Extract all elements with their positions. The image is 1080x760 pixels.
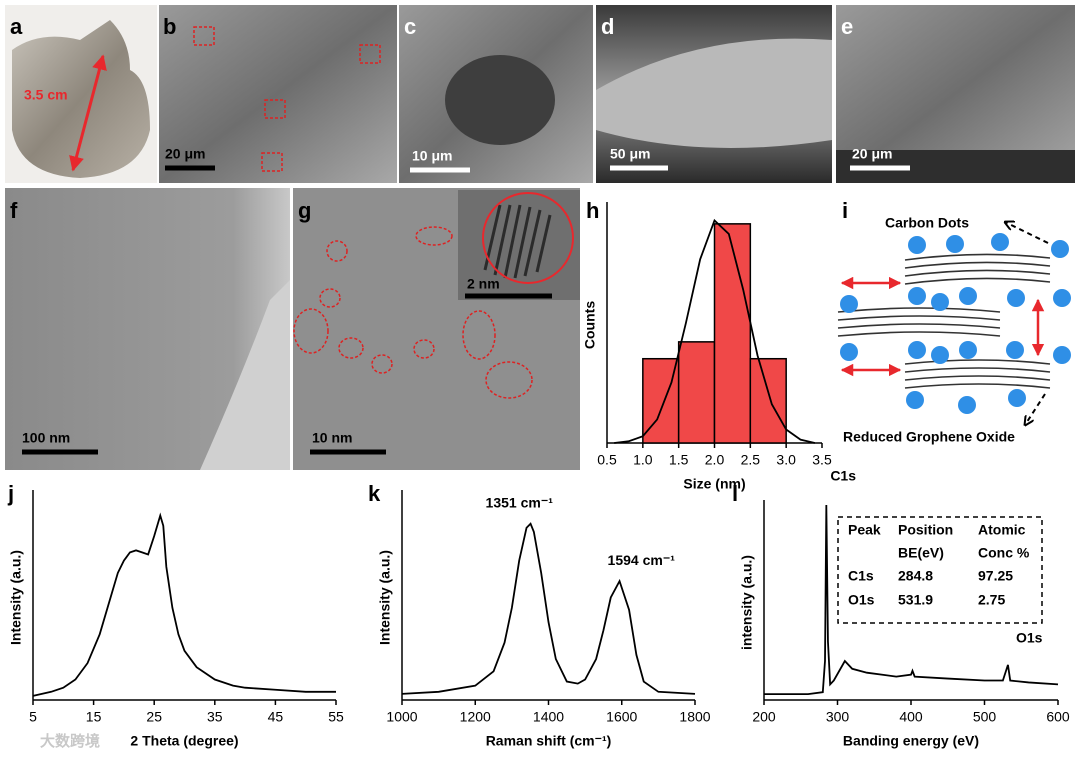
- bar: [749, 357, 787, 444]
- x-axis-label: 2 Theta (degree): [130, 733, 238, 749]
- graphene-layers: [837, 253, 1051, 389]
- panel-letter: a: [10, 14, 23, 39]
- x-axis-label: Size (nm): [683, 476, 745, 492]
- bar: [713, 223, 752, 444]
- y-axis-label: Intensity (a.u.): [377, 550, 393, 645]
- carbon-dots: [840, 233, 1071, 414]
- table-cell: 531.9: [898, 592, 933, 608]
- panel-letter: b: [163, 14, 176, 39]
- scale-label: 10 nm: [312, 430, 352, 446]
- table-cell: 2.75: [978, 592, 1005, 608]
- scale-label: 20 μm: [165, 146, 205, 162]
- sem-pore: [445, 55, 555, 145]
- scale-label: 3.5 cm: [24, 87, 68, 103]
- x-axis-label: Raman shift (cm⁻¹): [486, 733, 612, 749]
- x-tick-label: 45: [268, 709, 284, 725]
- peak-label: C1s: [830, 468, 856, 484]
- x-tick-label: 3.5: [812, 452, 832, 468]
- panel-letter: l: [732, 481, 738, 506]
- x-tick-label: 25: [146, 709, 162, 725]
- spectrum-line: [32, 512, 336, 697]
- x-tick-label: 15: [86, 709, 102, 725]
- x-tick-label: 55: [328, 709, 344, 725]
- scale-label: 100 nm: [22, 430, 70, 446]
- tem-background: [200, 280, 290, 470]
- pointer-arrow: [1005, 222, 1049, 244]
- panel-letter: h: [586, 198, 599, 223]
- panel-letter: i: [842, 198, 848, 223]
- x-tick-label: 1400: [533, 709, 564, 725]
- table-header: Peak: [848, 522, 881, 538]
- x-tick-label: 300: [826, 709, 850, 725]
- x-tick-label: 1800: [679, 709, 710, 725]
- x-tick-label: 1200: [460, 709, 491, 725]
- y-axis-label: intensity (a.u.): [739, 555, 755, 650]
- peak-label: O1s: [1016, 630, 1043, 646]
- table-cell: C1s: [848, 568, 874, 584]
- y-axis-label: Intensity (a.u.): [8, 550, 24, 645]
- panel-letter: d: [601, 14, 614, 39]
- x-tick-label: 5: [29, 709, 37, 725]
- dot-outlines: [293, 226, 533, 399]
- x-tick-label: 1600: [606, 709, 637, 725]
- diagram-label: Carbon Dots: [885, 215, 969, 231]
- x-tick-label: 0.5: [597, 452, 617, 468]
- panel-letter: j: [7, 481, 14, 506]
- x-tick-label: 35: [207, 709, 223, 725]
- roi-boxes: [193, 26, 381, 172]
- x-tick-label: 600: [1046, 709, 1070, 725]
- scale-label: 20 μm: [852, 146, 892, 162]
- spectrum-line: [401, 522, 696, 695]
- panel-letter: c: [404, 14, 416, 39]
- table-cell: O1s: [848, 592, 875, 608]
- panel-letter: k: [368, 481, 381, 506]
- x-tick-label: 200: [752, 709, 776, 725]
- fit-curve: [614, 218, 816, 444]
- table-header: Conc %: [978, 545, 1030, 561]
- sem-cross-section: [596, 38, 832, 148]
- scale-label: 10 μm: [412, 148, 452, 164]
- x-tick-label: 1000: [386, 709, 417, 725]
- x-tick-label: 3.0: [776, 452, 796, 468]
- x-axis-label: Banding energy (eV): [843, 733, 979, 749]
- panel-letter: e: [841, 14, 853, 39]
- watermark: 大数跨境: [40, 732, 100, 750]
- table-frame: [837, 516, 1043, 624]
- panel-letter: f: [10, 198, 18, 223]
- peak-label: 1594 cm⁻¹: [608, 552, 676, 568]
- size-arrow: [69, 54, 107, 172]
- x-tick-label: 1.0: [633, 452, 653, 468]
- x-tick-label: 1.5: [669, 452, 689, 468]
- x-tick-label: 400: [899, 709, 923, 725]
- peak-label: 1351 cm⁻¹: [486, 494, 554, 510]
- y-axis-label: Counts: [582, 301, 598, 349]
- table-cell: 284.8: [898, 568, 933, 584]
- inset-outline: [482, 192, 574, 284]
- spectrum-line: [764, 504, 1059, 696]
- spacing-arrows: [840, 276, 1045, 377]
- table-header: Position: [898, 522, 953, 538]
- scale-label: 2 nm: [467, 276, 500, 292]
- scale-label: 50 μm: [610, 146, 650, 162]
- x-tick-label: 500: [973, 709, 997, 725]
- x-tick-label: 2.5: [741, 452, 761, 468]
- table-header: BE(eV): [898, 545, 944, 561]
- x-tick-label: 2.0: [705, 452, 725, 468]
- table-header: Atomic: [978, 522, 1026, 538]
- pointer-arrow: [1025, 393, 1046, 425]
- bar: [677, 341, 716, 444]
- table-cell: 97.25: [978, 568, 1013, 584]
- diagram-label: Reduced Grophene Oxide: [843, 429, 1015, 445]
- panel-letter: g: [298, 198, 311, 223]
